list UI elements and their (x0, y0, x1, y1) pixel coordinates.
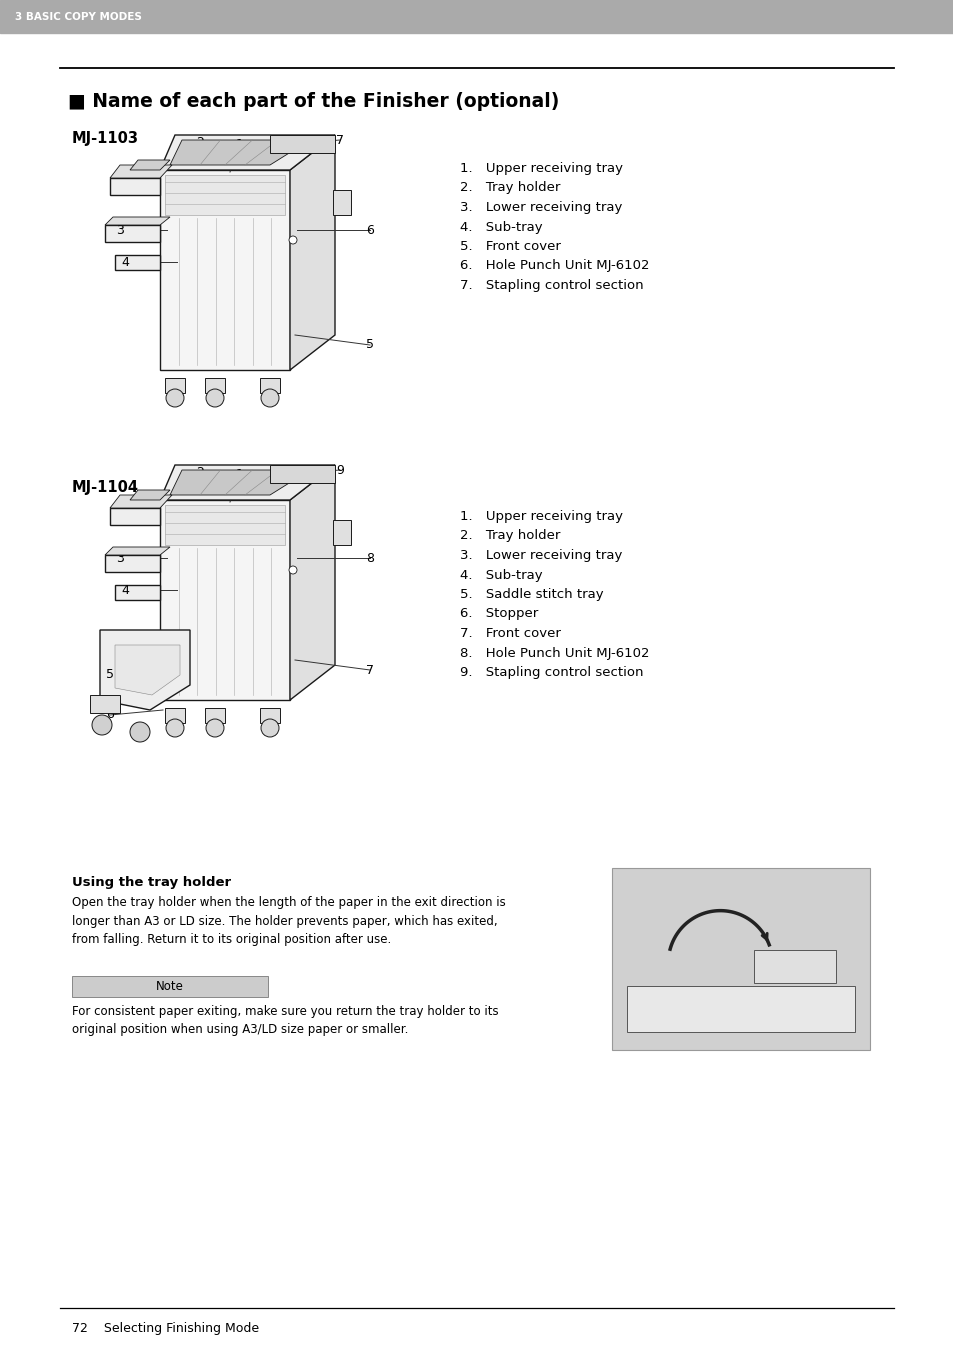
Text: 6. Stopper: 6. Stopper (459, 608, 537, 620)
Text: 6: 6 (366, 223, 374, 236)
Polygon shape (115, 255, 160, 270)
Text: 8. Hole Punch Unit MJ-6102: 8. Hole Punch Unit MJ-6102 (459, 647, 649, 659)
Text: 4. Sub-tray: 4. Sub-tray (459, 569, 542, 581)
Text: 2: 2 (196, 135, 204, 149)
Polygon shape (110, 508, 160, 526)
Text: 3: 3 (116, 223, 124, 236)
Polygon shape (170, 470, 310, 494)
Bar (0, 0, 953, 32)
Circle shape (261, 719, 278, 738)
Polygon shape (290, 135, 335, 370)
Polygon shape (130, 159, 170, 170)
Text: 7: 7 (366, 663, 374, 677)
Polygon shape (170, 141, 310, 165)
Text: 1: 1 (235, 469, 244, 481)
Polygon shape (160, 135, 335, 170)
Text: 6. Hole Punch Unit MJ-6102: 6. Hole Punch Unit MJ-6102 (459, 259, 649, 273)
Bar (165, 505, 285, 544)
Text: 5. Saddle stitch tray: 5. Saddle stitch tray (459, 588, 603, 601)
Circle shape (206, 719, 224, 738)
Bar (165, 378, 185, 393)
Text: 6: 6 (106, 708, 113, 721)
Circle shape (91, 715, 112, 735)
Text: 3. Lower receiving tray: 3. Lower receiving tray (459, 549, 621, 562)
Bar (71, 975, 268, 997)
Circle shape (130, 721, 150, 742)
Polygon shape (110, 494, 172, 508)
Text: Open the tray holder when the length of the paper in the exit direction is
longe: Open the tray holder when the length of … (71, 896, 505, 946)
Text: Note: Note (156, 979, 184, 993)
Polygon shape (105, 226, 160, 242)
Text: 5: 5 (366, 339, 374, 351)
Polygon shape (270, 465, 335, 484)
Text: 2. Tray holder: 2. Tray holder (459, 181, 559, 195)
Text: 4: 4 (121, 584, 129, 597)
Polygon shape (115, 585, 160, 600)
Text: 9. Stapling control section: 9. Stapling control section (459, 666, 643, 680)
Text: 7. Front cover: 7. Front cover (459, 627, 560, 640)
Polygon shape (105, 547, 170, 555)
Text: 4. Sub-tray: 4. Sub-tray (459, 220, 542, 234)
Polygon shape (105, 218, 170, 226)
Text: 5. Front cover: 5. Front cover (459, 240, 560, 253)
Bar (333, 520, 351, 544)
Text: 3 BASIC COPY MODES: 3 BASIC COPY MODES (15, 12, 142, 22)
Bar (753, 950, 836, 982)
Text: MJ-1103: MJ-1103 (71, 131, 139, 146)
Bar (612, 867, 869, 1050)
Text: 2. Tray holder: 2. Tray holder (459, 530, 559, 543)
Bar (333, 190, 351, 215)
Text: 1. Upper receiving tray: 1. Upper receiving tray (459, 509, 622, 523)
Bar (260, 708, 280, 723)
Bar (165, 708, 185, 723)
Text: 9: 9 (335, 463, 344, 477)
Circle shape (289, 236, 296, 245)
Polygon shape (290, 465, 335, 700)
Polygon shape (100, 630, 190, 711)
Bar (260, 378, 280, 393)
Text: For consistent paper exiting, make sure you return the tray holder to its
origin: For consistent paper exiting, make sure … (71, 1005, 498, 1036)
Circle shape (289, 566, 296, 574)
Bar (160, 170, 290, 370)
Text: 1. Upper receiving tray: 1. Upper receiving tray (459, 162, 622, 176)
Text: 7: 7 (335, 134, 344, 146)
Bar (626, 986, 854, 1032)
Polygon shape (110, 178, 160, 195)
Polygon shape (130, 490, 170, 500)
Text: 2: 2 (196, 466, 204, 478)
Text: 72    Selecting Finishing Mode: 72 Selecting Finishing Mode (71, 1323, 259, 1335)
Circle shape (206, 389, 224, 407)
Bar (165, 176, 285, 215)
Text: 1: 1 (235, 139, 244, 151)
Polygon shape (105, 555, 160, 571)
Circle shape (166, 389, 184, 407)
Bar (90, 694, 120, 713)
Text: 3: 3 (116, 551, 124, 565)
Text: MJ-1104: MJ-1104 (71, 480, 139, 494)
Text: 3. Lower receiving tray: 3. Lower receiving tray (459, 201, 621, 213)
Polygon shape (110, 165, 172, 178)
Polygon shape (160, 465, 335, 500)
Text: ■ Name of each part of the Finisher (optional): ■ Name of each part of the Finisher (opt… (68, 92, 558, 111)
Text: 5: 5 (106, 669, 113, 681)
Bar (205, 378, 225, 393)
Text: Using the tray holder: Using the tray holder (71, 875, 231, 889)
Text: 8: 8 (366, 551, 374, 565)
Circle shape (261, 389, 278, 407)
Bar (160, 500, 290, 700)
Text: 4: 4 (121, 255, 129, 269)
Circle shape (166, 719, 184, 738)
Polygon shape (270, 135, 335, 153)
Polygon shape (115, 644, 180, 694)
Bar (205, 708, 225, 723)
Text: 7. Stapling control section: 7. Stapling control section (459, 280, 643, 292)
